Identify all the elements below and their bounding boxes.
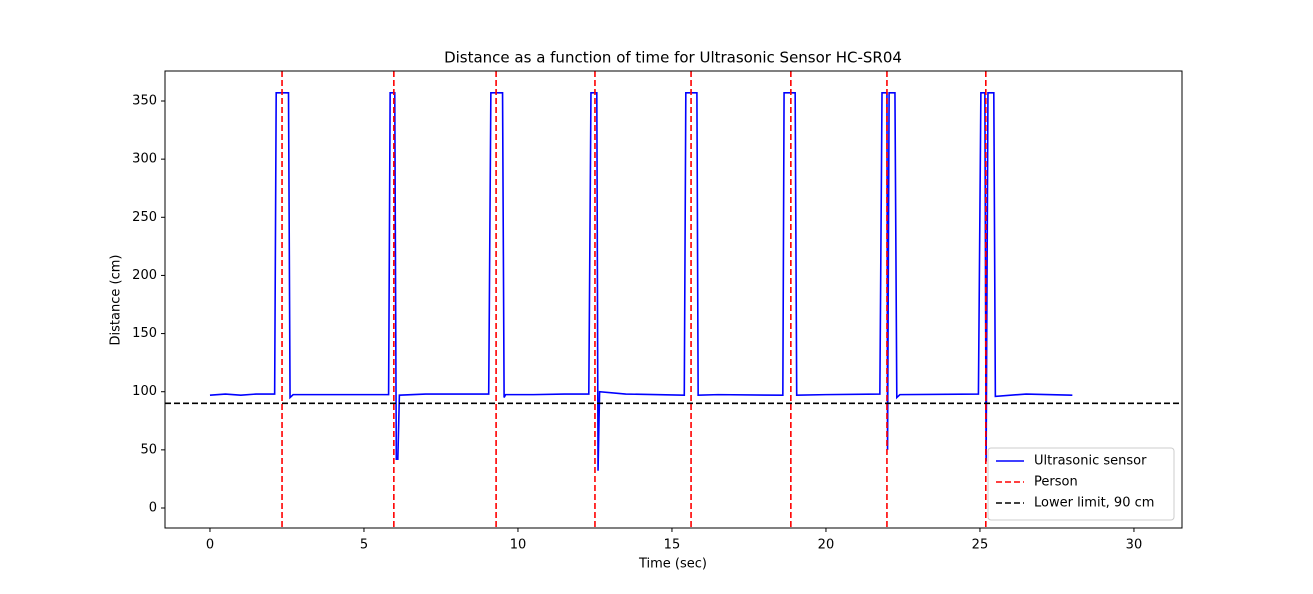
y-tick-label: 50: [140, 442, 157, 457]
x-tick-label: 30: [1126, 538, 1143, 553]
x-tick-label: 20: [818, 538, 835, 553]
x-tick-label: 25: [972, 538, 989, 553]
y-tick-label: 100: [132, 384, 157, 399]
y-axis-label: Distance (cm): [109, 255, 124, 346]
y-tick-label: 150: [132, 326, 157, 341]
legend-label: Ultrasonic sensor: [1034, 454, 1147, 469]
data-line: [209, 92, 1073, 471]
x-tick-label: 5: [360, 538, 368, 553]
y-tick-label: 300: [132, 152, 157, 167]
legend-label: Lower limit, 90 cm: [1034, 496, 1154, 511]
x-tick-label: 10: [510, 538, 527, 553]
legend-label: Person: [1034, 475, 1078, 490]
y-tick-label: 350: [132, 94, 157, 109]
x-axis-label: Time (sec): [638, 557, 707, 572]
plot-frame: [164, 70, 1183, 529]
chart-title: Distance as a function of time for Ultra…: [444, 49, 902, 67]
x-tick-label: 0: [206, 538, 214, 553]
legend-box: [987, 447, 1175, 521]
y-tick-label: 200: [132, 268, 157, 283]
x-tick-label: 15: [664, 538, 681, 553]
y-tick-label: 250: [132, 210, 157, 225]
y-tick-label: 0: [149, 500, 157, 515]
